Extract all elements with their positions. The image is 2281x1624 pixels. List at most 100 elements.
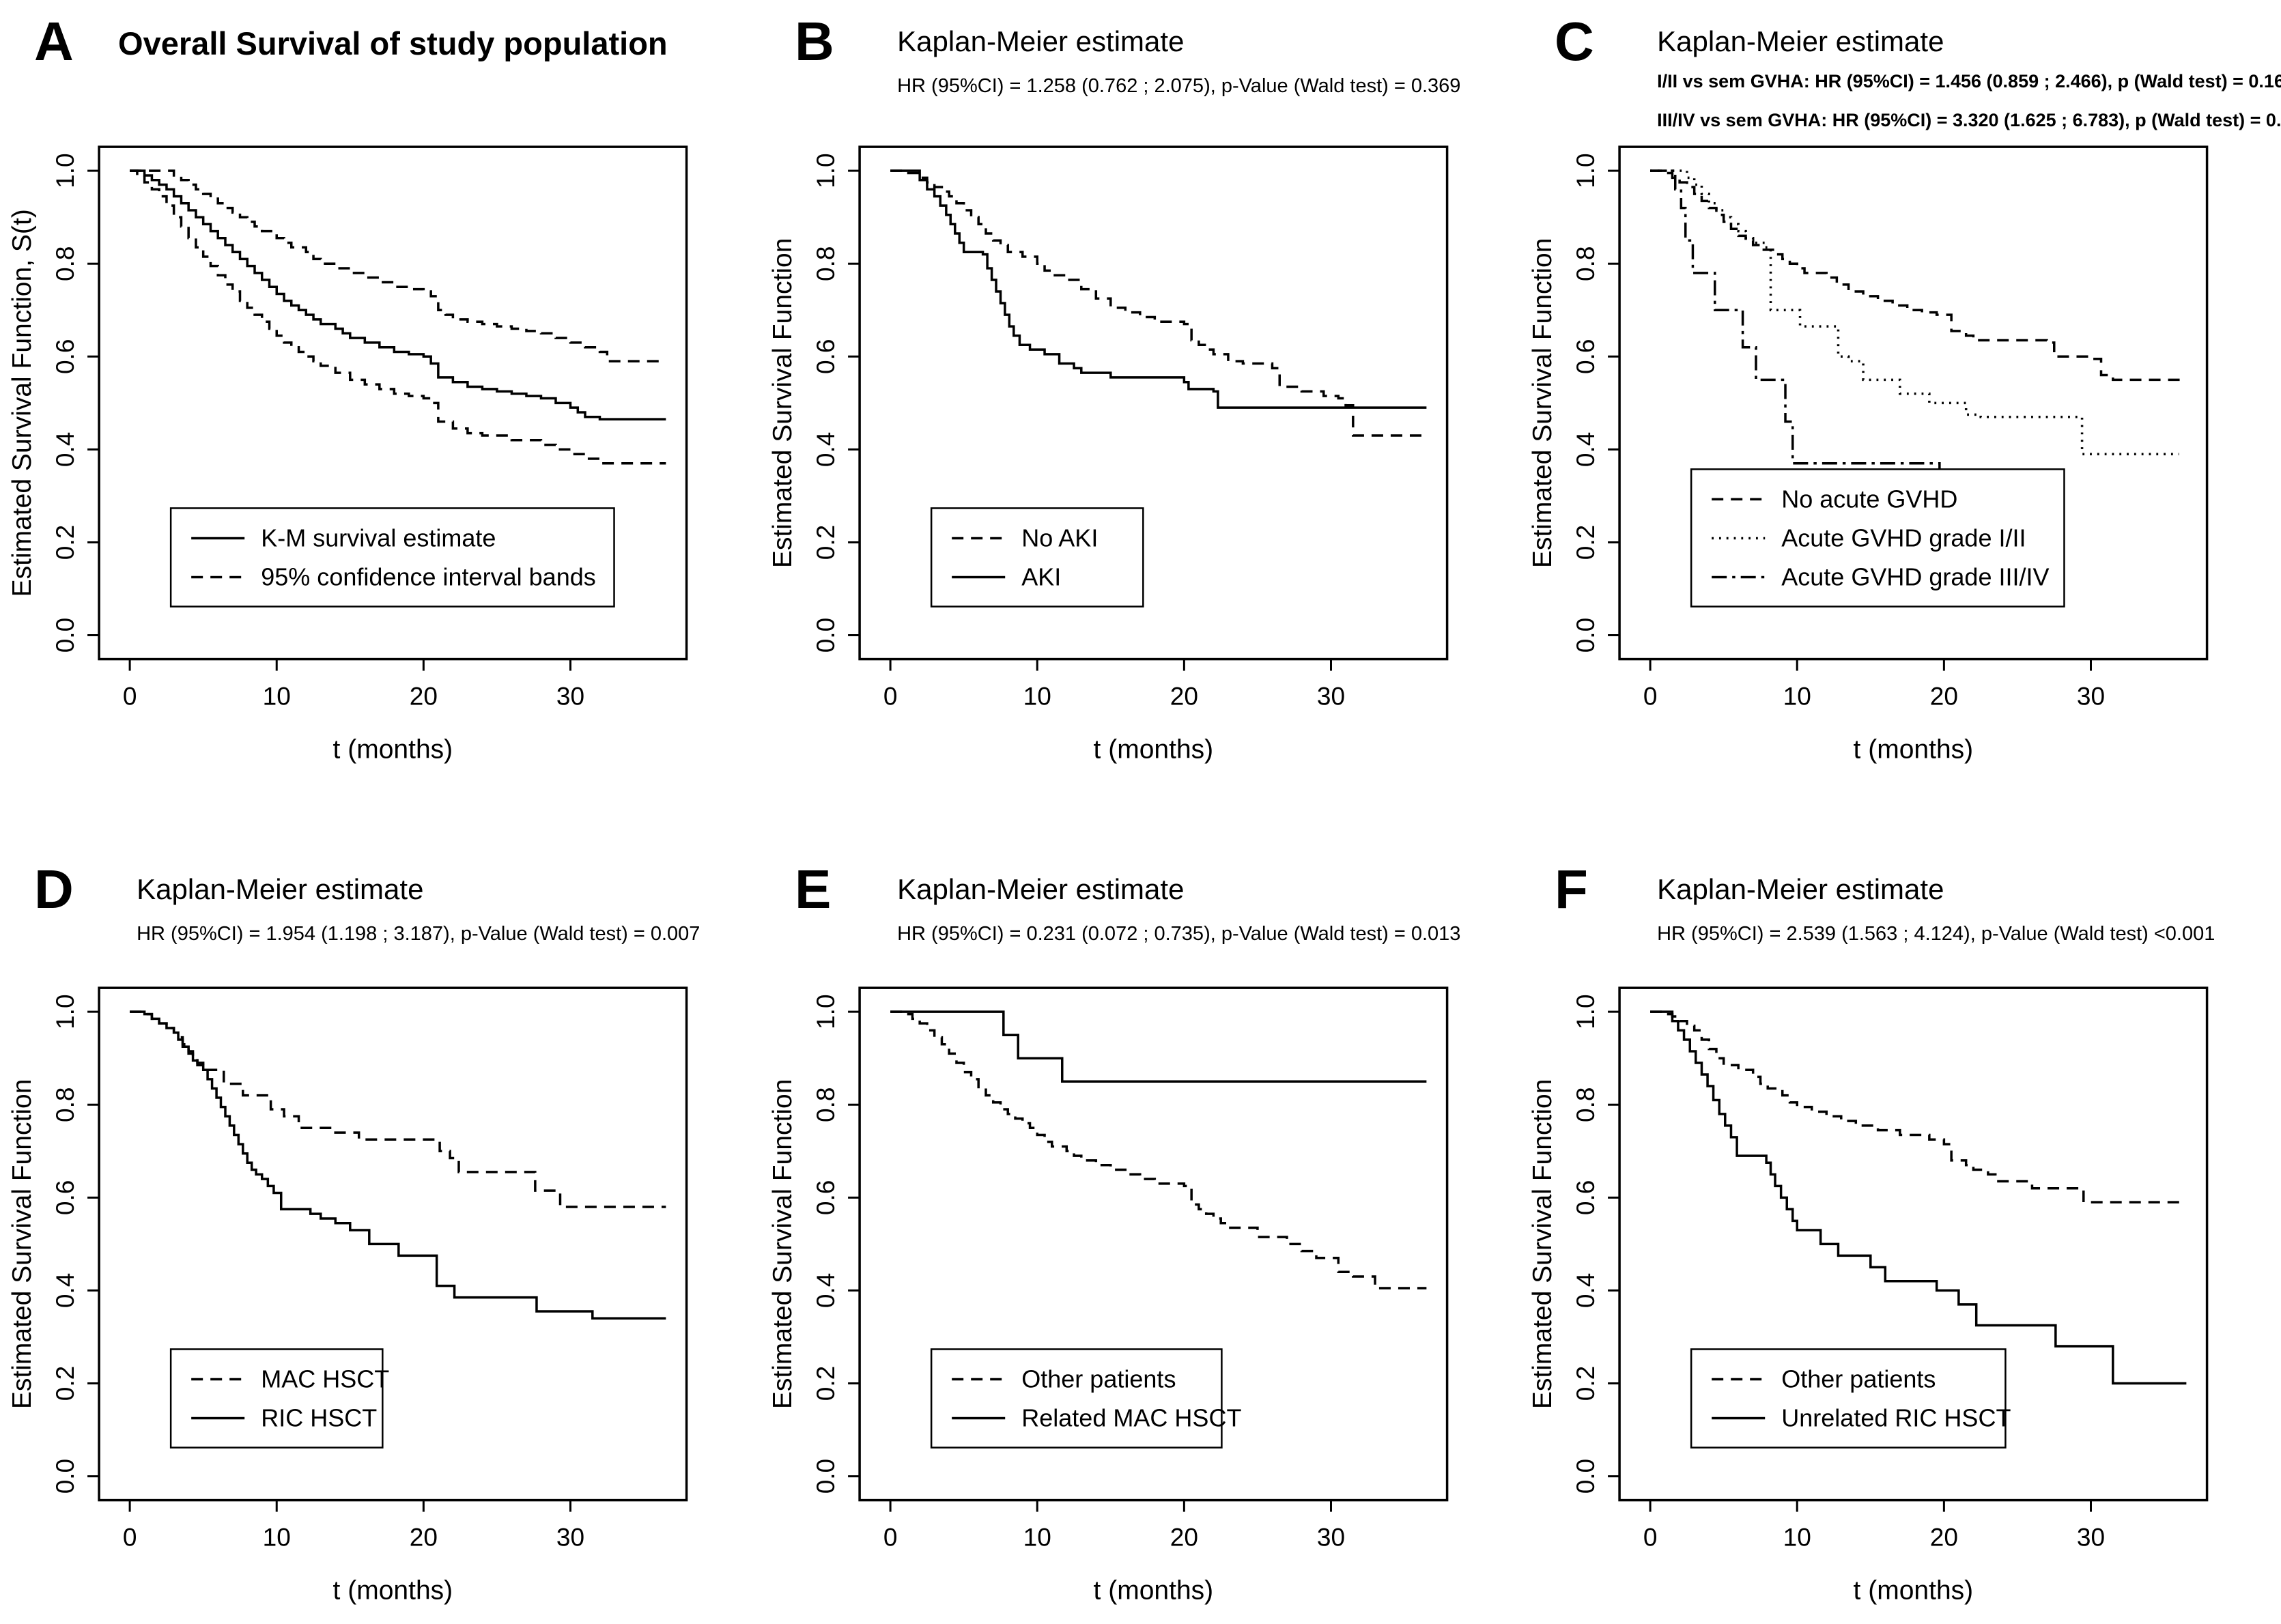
legend-label: Other patients: [1021, 1365, 1176, 1393]
legend-label: RIC HSCT: [261, 1404, 377, 1431]
plot-border: [98, 986, 688, 1502]
y-tick-label: 0.8: [1571, 246, 1600, 281]
x-tick-label: 10: [1783, 682, 1811, 711]
panel-subtitle-2: III/IV vs sem GVHA: HR (95%CI) = 3.320 (…: [1657, 110, 2281, 130]
panel-subtitle: HR (95%CI) = 0.231 (0.072 ; 0.735), p-Va…: [897, 923, 1460, 945]
survival-curve: [890, 169, 1427, 437]
panel-title: Overall Survival of study population: [118, 25, 668, 61]
panel-a-chart: A Overall Survival of study population 1…: [8, 11, 688, 765]
survival-curve: [130, 1010, 666, 1208]
survival-plot: 1.0 0.8 0.6 0.4 0.2 0.0 0 10 20 30 Estimated Survi…: [1528, 145, 2209, 765]
y-tick-label: 0.0: [51, 618, 79, 653]
x-tick-label: 10: [1023, 682, 1051, 711]
y-axis-label: Estimated Survival Function, S(t): [8, 209, 37, 597]
panel-letter: C: [1555, 11, 1594, 72]
plot-border: [858, 986, 1449, 1502]
y-tick-label: 1.0: [51, 994, 79, 1029]
y-tick-label: 1.0: [811, 994, 840, 1029]
legend-label: K-M survival estimate: [261, 524, 496, 552]
y-axis-label: Estimated Survival Function: [1528, 1079, 1557, 1409]
x-tick-label: 20: [410, 1522, 438, 1551]
x-tick-label: 20: [1930, 1522, 1958, 1551]
y-tick-label: 0.4: [51, 1272, 79, 1307]
y-tick-label: 0.8: [51, 1087, 79, 1122]
legend-box: [169, 507, 615, 608]
panel-f-chart: F Kaplan-Meier estimate HR (95%CI) = 2.5…: [1528, 859, 2215, 1606]
x-axis-label: t (months): [333, 735, 453, 765]
x-axis-label: t (months): [333, 1576, 453, 1605]
x-tick-label: 10: [1023, 1522, 1051, 1551]
y-axis-label: Estimated Survival Function: [8, 1079, 37, 1409]
legend-label: No acute GVHD: [1782, 485, 1958, 513]
legend-label: Unrelated RIC HSCT: [1782, 1404, 2011, 1431]
survival-curve: [1650, 1010, 2187, 1203]
y-tick-label: 0.4: [51, 432, 79, 467]
panel-b: B Kaplan-Meier estimate HR (95%CI) = 1.2…: [760, 0, 1521, 812]
legend-label: 95% confidence interval bands: [261, 563, 596, 591]
x-tick-label: 30: [1317, 682, 1345, 711]
panel-title: Kaplan-Meier estimate: [897, 25, 1184, 57]
x-axis-label: t (months): [1854, 1576, 1974, 1605]
legend-label: No AKI: [1021, 524, 1098, 552]
y-tick-label: 0.4: [1571, 1272, 1600, 1307]
survival-plot: 1.0 0.8 0.6 0.4 0.2 0.0 0 10 20 30 Estimated Survi…: [8, 986, 688, 1605]
panel-e-header: E Kaplan-Meier estimate HR (95%CI) = 0.2…: [795, 859, 1460, 945]
x-tick-label: 20: [410, 682, 438, 711]
survival-plot: 1.0 0.8 0.6 0.4 0.2 0.0 0 10 20 30 Estimated Survi…: [768, 986, 1449, 1605]
legend-label: AKI: [1021, 563, 1061, 591]
x-axis-label: t (months): [1093, 1576, 1213, 1605]
legend-box: [1690, 468, 2066, 608]
panel-d: D Kaplan-Meier estimate HR (95%CI) = 1.9…: [0, 812, 761, 1624]
y-tick-label: 0.8: [811, 246, 840, 281]
panel-letter: A: [34, 11, 74, 72]
panel-letter: E: [795, 859, 831, 920]
survival-curve: [890, 169, 1427, 409]
y-tick-label: 0.6: [1571, 1180, 1600, 1214]
panel-f-header: F Kaplan-Meier estimate HR (95%CI) = 2.5…: [1555, 859, 2215, 945]
survival-curve: [1650, 169, 2179, 455]
panel-title: Kaplan-Meier estimate: [1657, 25, 1944, 57]
legend-label: Related MAC HSCT: [1021, 1404, 1241, 1431]
y-tick-label: 0.0: [1571, 618, 1600, 653]
y-tick-label: 0.2: [1571, 1365, 1600, 1400]
survival-curve: [1650, 169, 2043, 580]
x-tick-label: 0: [123, 682, 137, 711]
panel-c-header: C Kaplan-Meier estimate I/II vs sem GVHA…: [1555, 11, 2281, 130]
x-tick-label: 0: [883, 682, 897, 711]
x-tick-label: 20: [1170, 1522, 1198, 1551]
x-tick-label: 20: [1930, 682, 1958, 711]
panel-a-header: A Overall Survival of study population: [34, 11, 668, 72]
plot-border: [1618, 986, 2209, 1502]
panel-letter: F: [1555, 859, 1588, 920]
y-tick-label: 0.2: [51, 525, 79, 560]
panel-a: A Overall Survival of study population 1…: [0, 0, 761, 812]
x-tick-label: 0: [123, 1522, 137, 1551]
legend-box: [169, 1348, 384, 1449]
y-axis-label: Estimated Survival Function: [1528, 238, 1557, 569]
x-tick-label: 30: [1317, 1522, 1345, 1551]
x-tick-label: 30: [556, 682, 584, 711]
panel-c-chart: C Kaplan-Meier estimate I/II vs sem GVHA…: [1528, 11, 2281, 765]
panel-title: Kaplan-Meier estimate: [897, 873, 1184, 905]
y-tick-label: 1.0: [811, 153, 840, 188]
y-tick-label: 0.8: [51, 246, 79, 281]
x-tick-label: 10: [1783, 1522, 1811, 1551]
y-tick-label: 0.2: [811, 1365, 840, 1400]
plot-border: [1618, 145, 2209, 661]
y-axis-label: Estimated Survival Function: [768, 1079, 797, 1409]
y-tick-label: 0.6: [811, 1180, 840, 1214]
y-tick-label: 0.0: [51, 1459, 79, 1494]
y-tick-label: 0.4: [1571, 432, 1600, 467]
survival-curve: [130, 1010, 666, 1320]
panel-letter: B: [795, 11, 834, 72]
x-tick-label: 20: [1170, 682, 1198, 711]
y-tick-label: 1.0: [51, 153, 79, 188]
panel-letter: D: [34, 859, 74, 920]
legend-box: [930, 1348, 1223, 1449]
x-tick-label: 0: [883, 1522, 897, 1551]
y-tick-label: 0.8: [1571, 1087, 1600, 1122]
y-tick-label: 0.6: [811, 339, 840, 374]
y-tick-label: 0.6: [51, 1180, 79, 1214]
panel-e-chart: E Kaplan-Meier estimate HR (95%CI) = 0.2…: [768, 859, 1460, 1606]
